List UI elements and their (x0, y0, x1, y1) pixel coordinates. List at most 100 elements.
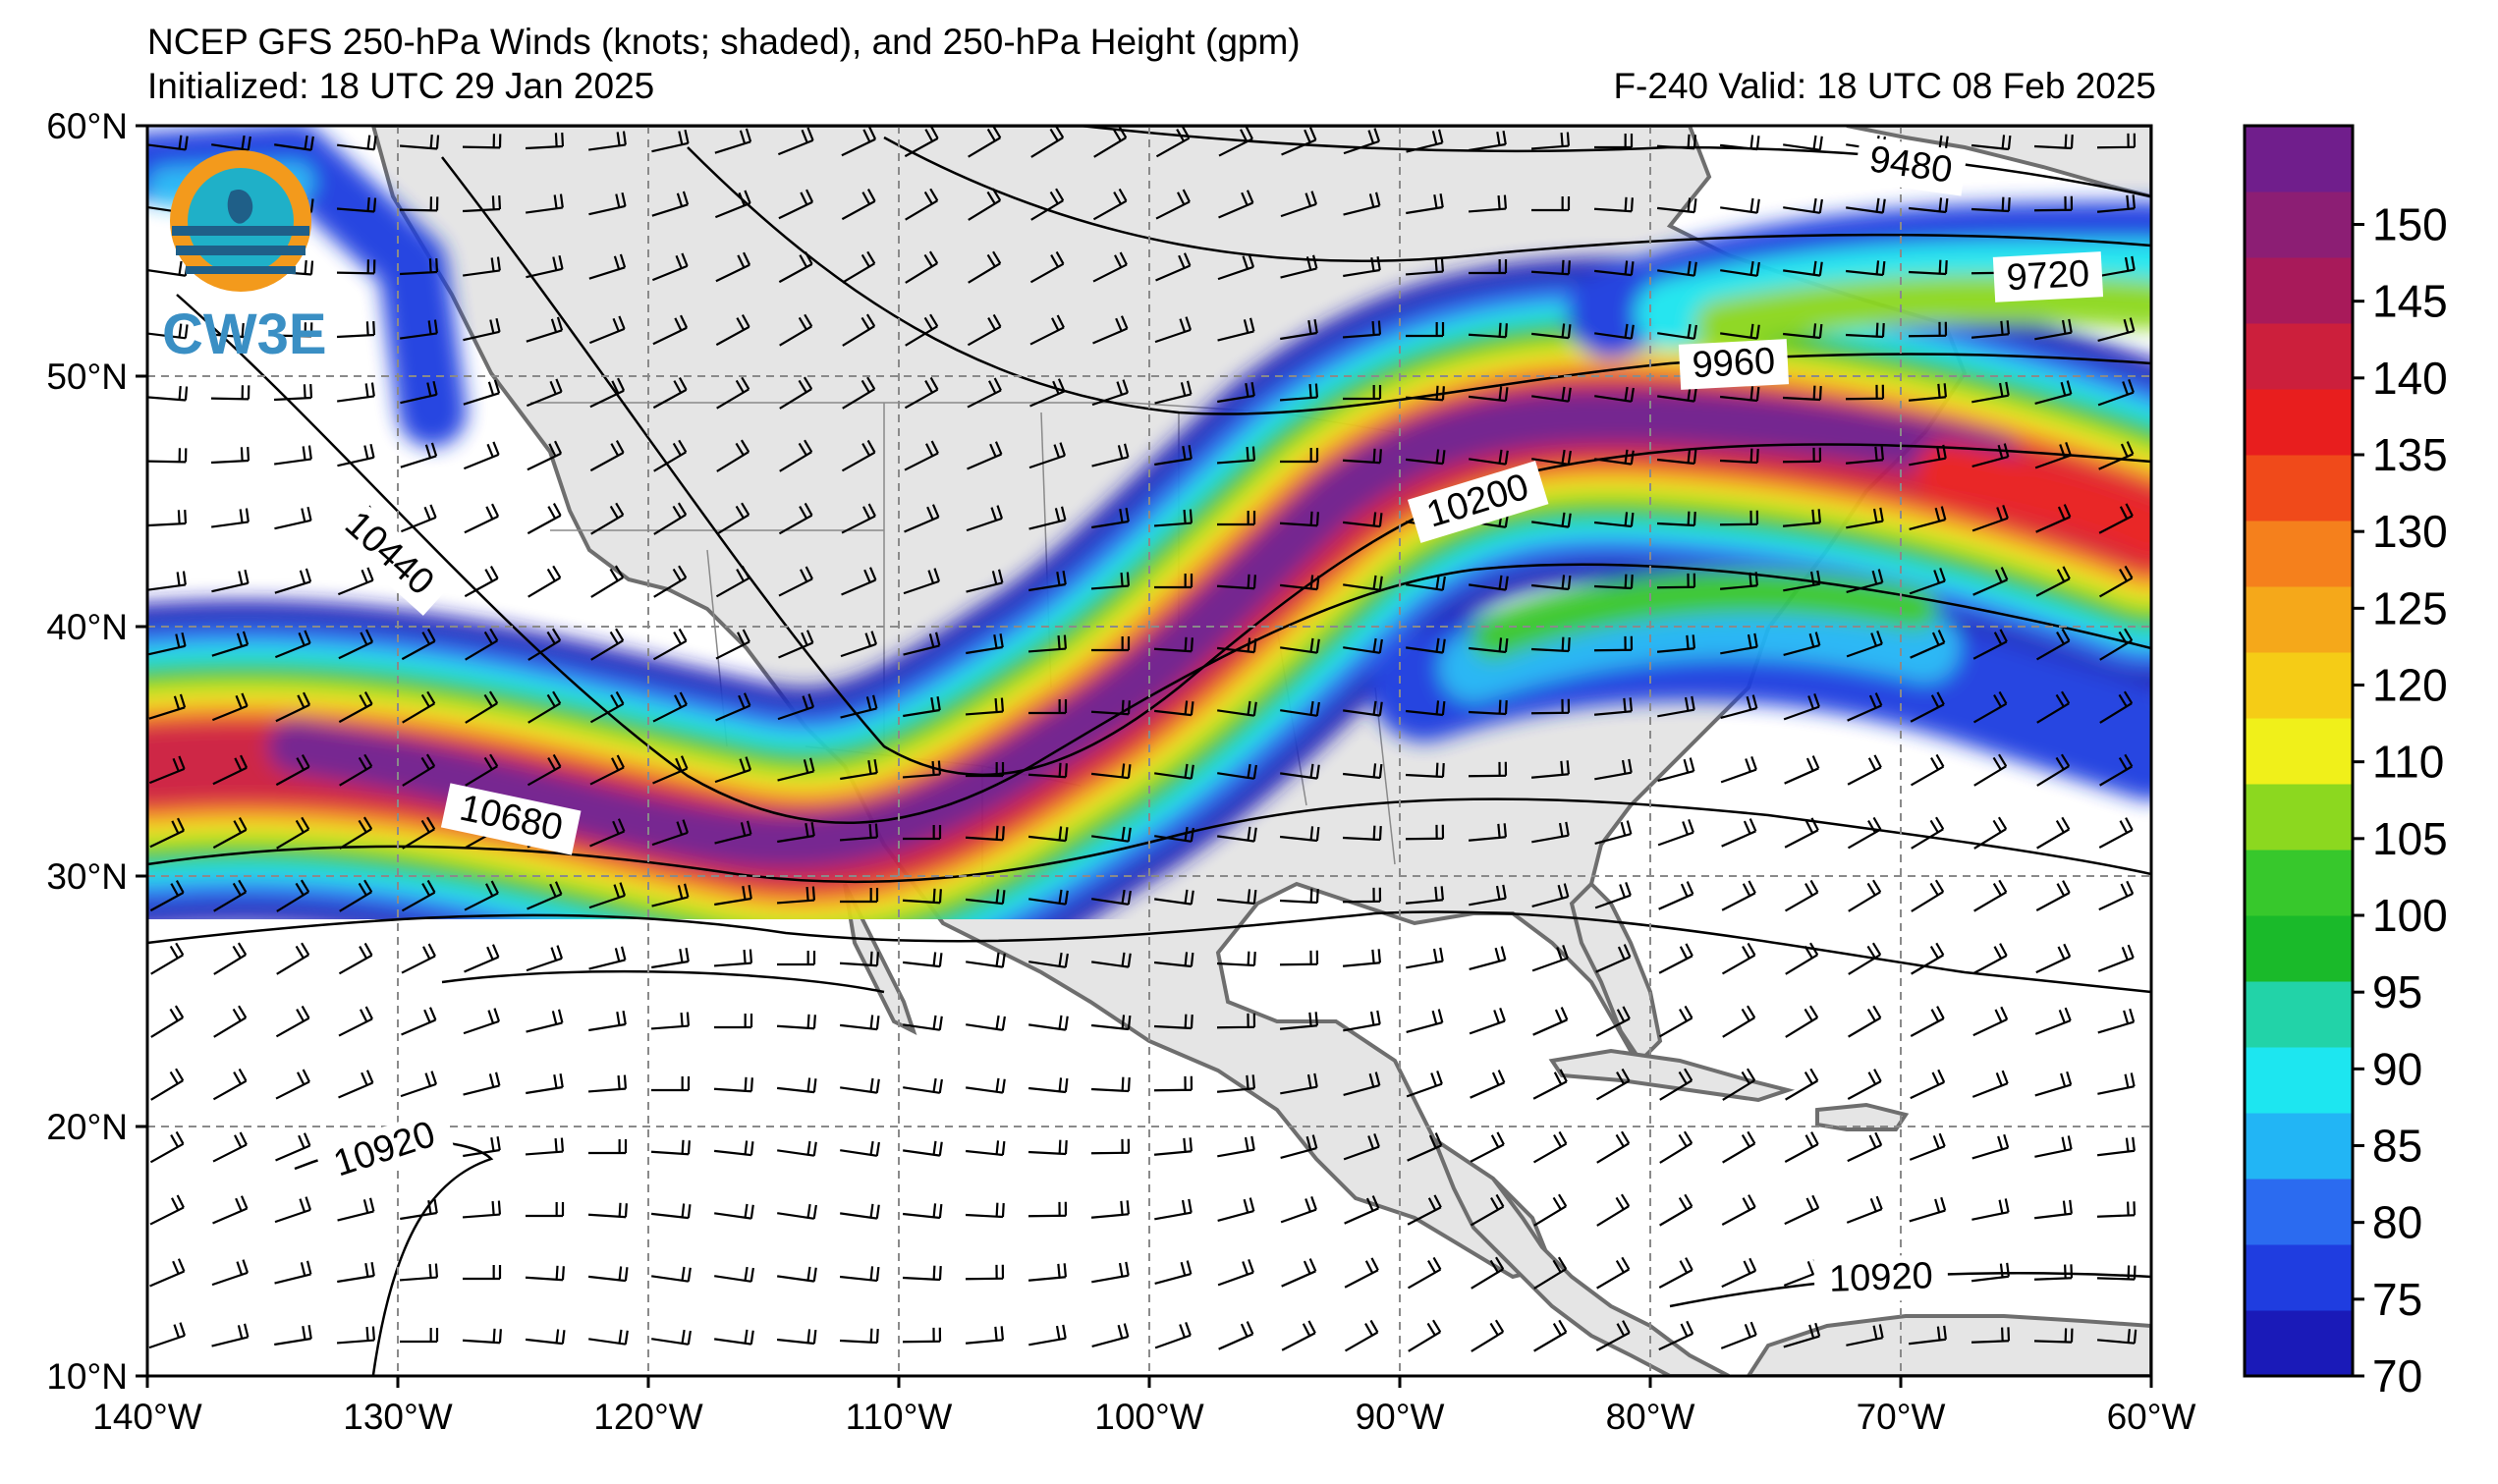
colorbar-tick-label: 145 (2372, 276, 2448, 327)
wind-barb (2096, 1265, 2137, 1281)
wind-barb (400, 380, 438, 405)
wind-barb (1342, 385, 1382, 401)
wind-barb (1911, 942, 1945, 975)
wind-barb (968, 188, 1002, 221)
wind-barb (1217, 1197, 1255, 1222)
wind-barb (149, 1258, 186, 1288)
wind-barb (339, 753, 373, 787)
wind-barb (1909, 506, 1947, 530)
wind-barb (1658, 943, 1693, 974)
wind-barb (1533, 1193, 1568, 1227)
wind-barbs (147, 126, 2137, 1352)
wind-barb (650, 1012, 691, 1030)
wind-barb (713, 949, 753, 967)
wind-barb (588, 882, 627, 909)
wind-barb (1910, 1006, 1945, 1037)
wind-barb (1720, 1321, 1757, 1349)
wind-barb (1407, 1194, 1442, 1226)
wind-barb (273, 383, 313, 402)
wind-barb (1593, 260, 1635, 277)
wind-barb (150, 1005, 185, 1038)
initialized-time: Initialized: 18 UTC 29 Jan 2025 (147, 66, 655, 106)
wind-barb (1594, 323, 1635, 340)
wind-barb (777, 1203, 817, 1220)
wind-barb (1784, 755, 1820, 785)
colorbar-tick-label: 120 (2372, 660, 2448, 711)
wind-barb (526, 316, 564, 343)
wind-barb (1218, 126, 1253, 157)
wind-barb (714, 1203, 754, 1220)
wind-barb (651, 1075, 691, 1092)
wind-barb (465, 753, 499, 787)
wind-barb (1595, 1320, 1631, 1351)
wind-barb (1028, 506, 1067, 530)
wind-barb (526, 1009, 564, 1033)
wind-barb (1973, 816, 2008, 850)
colorbar-swatch (2245, 850, 2353, 916)
wind-barb (149, 1194, 185, 1226)
wind-barb (337, 382, 375, 403)
wind-barb (150, 942, 185, 975)
wind-barb (212, 817, 248, 850)
wind-barb (1656, 197, 1697, 214)
wind-barb (402, 690, 436, 724)
wind-barb (1846, 1195, 1883, 1224)
wind-barb (1027, 1139, 1068, 1156)
wind-barb (588, 131, 627, 151)
wind-barb (840, 694, 878, 719)
wind-barb (1530, 259, 1571, 276)
valid-time: F-240 Valid: 18 UTC 08 Feb 2025 (1613, 66, 2156, 106)
wind-barb (1971, 1070, 2009, 1098)
wind-barb (1280, 637, 1320, 654)
colorbar-swatch (2245, 586, 2353, 653)
wind-barb (588, 253, 627, 280)
wind-barb (588, 192, 627, 216)
wind-barb (1784, 879, 1819, 912)
wind-barb (1530, 323, 1572, 340)
wind-barb (1217, 253, 1255, 281)
wind-barb (1847, 816, 1882, 850)
wind-barb (1656, 511, 1696, 527)
wind-barb (2034, 318, 2073, 341)
wind-barb (1972, 1006, 2009, 1037)
wind-barb (1971, 505, 2009, 532)
wind-barb (1658, 1005, 1693, 1038)
wind-barb (1657, 819, 1694, 847)
wind-barb (464, 566, 499, 598)
wind-barb (903, 568, 941, 595)
wind-barb (1721, 880, 1756, 911)
wind-barb (1469, 1008, 1506, 1035)
wind-barb (779, 439, 813, 472)
wind-barb (903, 1140, 943, 1157)
wind-barb (148, 1322, 187, 1349)
wind-barb (1090, 1138, 1131, 1155)
wind-barb (651, 1329, 692, 1346)
wind-barb (1093, 126, 1128, 158)
wind-barb (1028, 1324, 1067, 1347)
wind-barb (1090, 699, 1131, 716)
wind-barb (1531, 386, 1572, 403)
contour-10440 (176, 294, 2151, 824)
wind-barb (651, 191, 690, 217)
wind-barb (274, 506, 312, 530)
wind-barb (1469, 946, 1507, 970)
wind-barb (464, 503, 500, 534)
wind-barb (1908, 1325, 1947, 1346)
wind-barb (1153, 636, 1193, 653)
wind-barb (336, 259, 376, 275)
wind-barb (1155, 252, 1192, 282)
wind-barb (1217, 826, 1257, 843)
wind-barb (1280, 254, 1318, 279)
wind-barb (587, 1202, 628, 1219)
wind-barb (1659, 1193, 1693, 1227)
wind-barb (1782, 447, 1822, 464)
wind-barb (776, 886, 816, 905)
wind-barb (841, 126, 877, 157)
wind-barb (1971, 320, 2011, 339)
wind-barb (210, 322, 251, 339)
wind-barb (1343, 192, 1381, 216)
wind-barb (650, 1139, 691, 1156)
wind-barb (1530, 636, 1571, 653)
wind-barb (1846, 1324, 1884, 1347)
lon-label: 140°W (92, 1397, 202, 1437)
